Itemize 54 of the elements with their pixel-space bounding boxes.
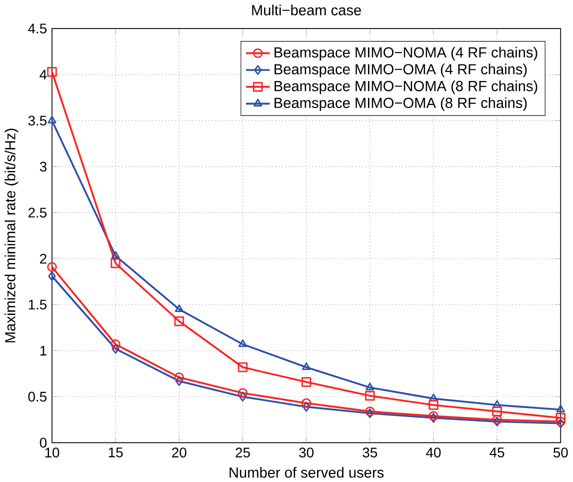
point <box>48 116 56 124</box>
y-tick-label: 2.5 <box>28 208 47 218</box>
y-tick-label: 3.5 <box>28 116 47 126</box>
x-tick-label: 30 <box>299 447 314 458</box>
x-tick-label: 25 <box>236 447 250 458</box>
legend-label: Beamspace MIMO−OMA (8 RF chains) <box>274 97 527 111</box>
x-tick-label: 35 <box>362 447 378 458</box>
y-tick-label: 4.5 <box>28 24 47 34</box>
point <box>47 66 57 77</box>
point <box>112 344 120 354</box>
legend-label: Beamspace MIMO−OMA (4 RF chains) <box>274 64 527 78</box>
point <box>556 404 565 412</box>
point <box>174 316 184 326</box>
x-axis-title: Number of served users <box>230 466 384 478</box>
point <box>174 304 184 312</box>
x-tick-label: 50 <box>553 447 568 458</box>
x-tick-label: 45 <box>490 447 504 458</box>
y-tick-label: 3 <box>40 162 46 172</box>
point <box>301 398 312 408</box>
point <box>302 402 310 412</box>
point <box>238 388 248 398</box>
point <box>175 376 183 386</box>
point <box>48 271 56 281</box>
y-tick-label: 0.5 <box>28 392 47 402</box>
point <box>556 412 566 423</box>
point <box>110 339 120 349</box>
point <box>110 258 120 268</box>
point <box>302 362 311 370</box>
y-tick-label: 1 <box>40 346 46 356</box>
x-tick-label: 15 <box>108 447 123 458</box>
legend-label: Beamspace MIMO−NOMA (8 RF chains) <box>274 80 538 94</box>
chart-title: Multi−beam case <box>252 4 361 16</box>
point <box>366 382 374 390</box>
point <box>428 400 438 410</box>
point <box>111 250 120 259</box>
x-tick-label: 10 <box>45 447 60 458</box>
point <box>238 362 248 372</box>
legend-label: Beamspace MIMO−NOMA (4 RF chains) <box>274 46 538 60</box>
x-tick-label: 40 <box>426 447 441 458</box>
point <box>492 406 502 416</box>
point <box>238 392 247 402</box>
y-tick-label: 0 <box>40 438 47 448</box>
point <box>238 339 248 347</box>
y-tick-label: 4 <box>40 70 47 80</box>
point <box>301 376 312 387</box>
point <box>174 372 184 382</box>
y-tick-label: 1.5 <box>28 300 47 310</box>
point <box>492 400 502 408</box>
x-tick-label: 20 <box>172 447 186 458</box>
point <box>47 262 57 272</box>
y-tick-label: 2 <box>40 254 46 264</box>
y-axis-title: Maximized minimal rate (bit/s/Hz) <box>4 128 18 342</box>
point <box>429 394 438 402</box>
point <box>365 390 375 400</box>
